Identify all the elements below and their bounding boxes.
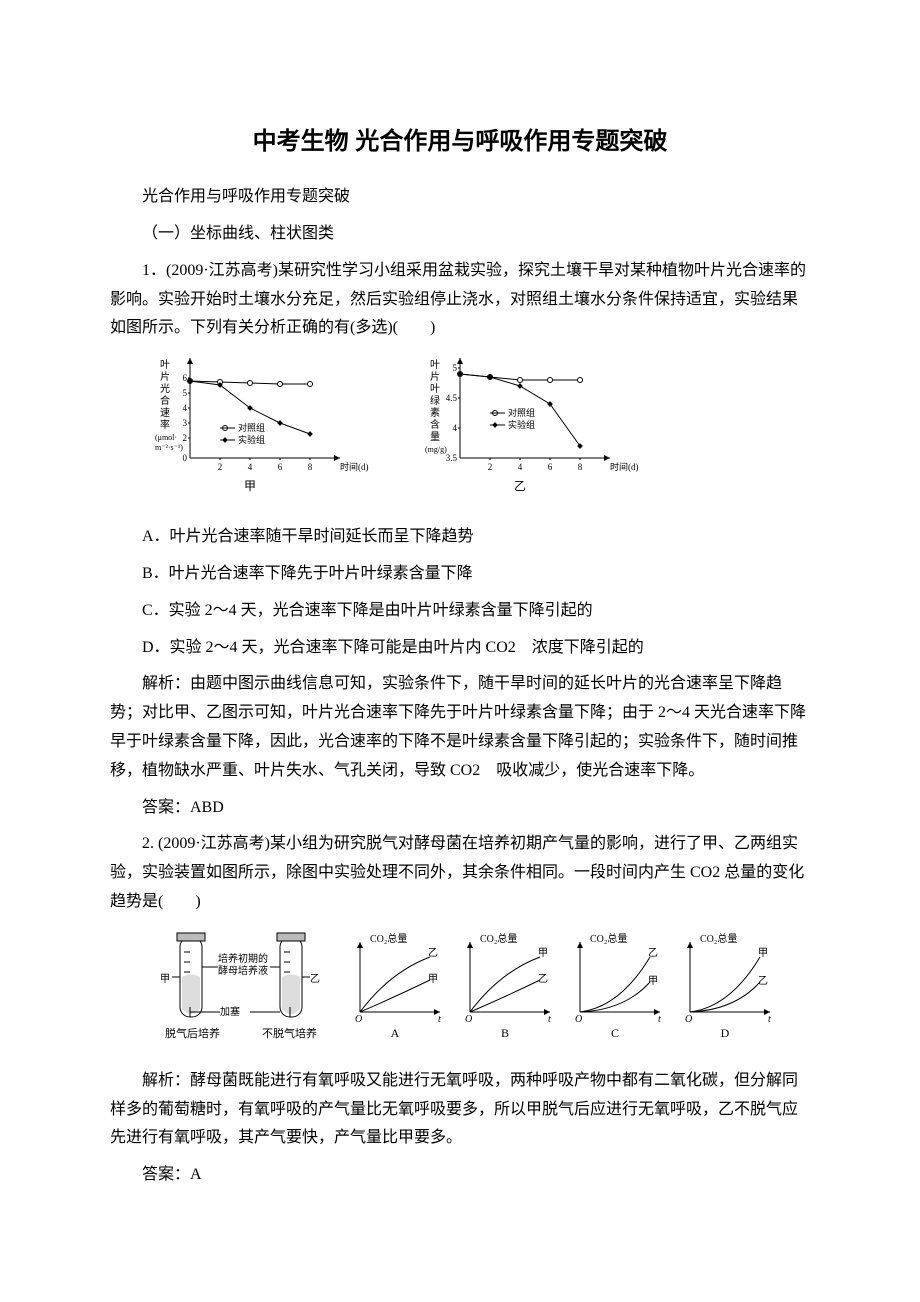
svg-text:乙: 乙 <box>428 947 438 959</box>
svg-text:酵母培养液: 酵母培养液 <box>218 964 268 977</box>
svg-text:素: 素 <box>430 406 440 419</box>
svg-text:培养初期的: 培养初期的 <box>218 952 268 965</box>
svg-text:4: 4 <box>453 423 458 433</box>
svg-text:乙: 乙 <box>310 973 320 985</box>
svg-text:O: O <box>355 1014 362 1025</box>
svg-text:4: 4 <box>248 462 253 472</box>
intro-text: 光合作用与呼吸作用专题突破 <box>110 183 810 212</box>
svg-text:甲: 甲 <box>538 948 548 959</box>
svg-text:叶: 叶 <box>430 359 440 371</box>
svg-text:B: B <box>501 1026 509 1040</box>
svg-text:绿: 绿 <box>430 394 440 407</box>
svg-text:CO₂总量: CO₂总量 <box>480 932 517 945</box>
svg-text:脱气后培养: 脱气后培养 <box>165 1026 220 1040</box>
svg-text:6: 6 <box>183 373 188 383</box>
svg-text:8: 8 <box>578 462 583 472</box>
svg-text:量: 量 <box>430 431 440 443</box>
q1-option-a: A．叶片光合速率随干旱时间延长而呈下降趋势 <box>110 523 810 552</box>
svg-text:甲: 甲 <box>160 974 170 985</box>
svg-text:(μmol·: (μmol· <box>155 433 177 442</box>
svg-text:片: 片 <box>430 370 440 383</box>
svg-text:2: 2 <box>218 462 223 472</box>
svg-text:乙: 乙 <box>758 975 768 987</box>
q1-figure: 叶 片 光 合 速 率 (μmol· m⁻²·s⁻¹) 0 2 3 4 5 6 … <box>150 353 810 513</box>
svg-text:O: O <box>685 1014 692 1025</box>
q2-explain: 解析：酵母菌既能进行有氧呼吸又能进行无氧呼吸，两种呼吸产物中都有二氧化碳，但分解… <box>110 1067 810 1153</box>
svg-text:加塞: 加塞 <box>220 1005 240 1018</box>
page-title: 中考生物 光合作用与呼吸作用专题突破 <box>110 120 810 163</box>
svg-text:C: C <box>611 1026 619 1040</box>
svg-text:6: 6 <box>278 462 283 472</box>
q1-explain: 解析：由题中图示曲线信息可知，实验条件下，随干旱时间的延长叶片的光合速率呈下降趋… <box>110 670 810 785</box>
svg-text:A: A <box>391 1026 400 1040</box>
q2-figure: 甲 乙 培养初期的 酵母培养液 加塞 脱气后培养 不脱气培养 CO₂总量 <box>150 927 810 1057</box>
svg-text:叶: 叶 <box>160 359 170 371</box>
svg-text:甲: 甲 <box>648 976 658 987</box>
svg-text:速: 速 <box>160 407 170 419</box>
svg-text:5: 5 <box>183 388 188 398</box>
svg-text:对照组: 对照组 <box>238 422 265 433</box>
q1-option-b: B．叶片光合速率下降先于叶片叶绿素含量下降 <box>110 560 810 589</box>
svg-text:8: 8 <box>308 462 313 472</box>
svg-text:时间(d): 时间(d) <box>610 461 639 472</box>
svg-text:CO₂总量: CO₂总量 <box>590 932 627 945</box>
svg-text:3.5: 3.5 <box>446 453 458 463</box>
svg-text:不脱气培养: 不脱气培养 <box>262 1026 317 1040</box>
svg-text:O: O <box>575 1014 582 1025</box>
svg-text:实验组: 实验组 <box>508 419 535 430</box>
svg-text:甲: 甲 <box>428 974 438 985</box>
svg-text:甲: 甲 <box>244 479 256 493</box>
q1-option-d: D．实验 2～4 天，光合速率下降可能是由叶片内 CO2 浓度下降引起的 <box>110 634 810 663</box>
svg-text:CO₂总量: CO₂总量 <box>700 932 737 945</box>
svg-text:合: 合 <box>160 394 170 407</box>
svg-text:CO₂总量: CO₂总量 <box>370 932 407 945</box>
svg-text:0: 0 <box>183 453 188 463</box>
svg-text:4: 4 <box>518 462 523 472</box>
svg-text:乙: 乙 <box>538 973 548 985</box>
svg-text:4.5: 4.5 <box>446 393 458 403</box>
svg-text:片: 片 <box>160 370 170 383</box>
q1-answer: 答案：ABD <box>110 794 810 823</box>
q2-answer: 答案：A <box>110 1161 810 1190</box>
svg-text:D: D <box>721 1026 730 1040</box>
svg-text:率: 率 <box>160 418 170 431</box>
svg-text:实验组: 实验组 <box>238 434 265 445</box>
svg-text:光: 光 <box>160 382 170 395</box>
svg-text:6: 6 <box>548 462 553 472</box>
svg-text:t: t <box>548 1014 551 1025</box>
svg-text:乙: 乙 <box>648 947 658 959</box>
svg-text:O: O <box>465 1014 472 1025</box>
svg-text:叶: 叶 <box>430 383 440 395</box>
q1-option-c: C．实验 2～4 天，光合速率下降是由叶片叶绿素含量下降引起的 <box>110 597 810 626</box>
svg-text:t: t <box>438 1014 441 1025</box>
q2-stem: 2. (2009·江苏高考)某小组为研究脱气对酵母菌在培养初期产气量的影响，进行… <box>110 830 810 916</box>
svg-text:3: 3 <box>183 418 188 428</box>
svg-text:2: 2 <box>183 433 188 443</box>
svg-text:含: 含 <box>430 418 440 431</box>
svg-text:t: t <box>768 1014 771 1025</box>
svg-text:甲: 甲 <box>758 948 768 959</box>
svg-text:m⁻²·s⁻¹): m⁻²·s⁻¹) <box>155 443 183 452</box>
svg-text:乙: 乙 <box>514 479 526 493</box>
svg-text:时间(d): 时间(d) <box>340 461 369 472</box>
section-heading: （一）坐标曲线、柱状图类 <box>110 220 810 249</box>
svg-text:4: 4 <box>183 403 188 413</box>
svg-text:(mg/g): (mg/g) <box>425 445 447 454</box>
svg-text:对照组: 对照组 <box>508 407 535 418</box>
q1-stem: 1．(2009·江苏高考)某研究性学习小组采用盆栽实验，探究土壤干旱对某种植物叶… <box>110 257 810 343</box>
svg-text:5: 5 <box>453 363 458 373</box>
svg-text:2: 2 <box>488 462 493 472</box>
svg-text:t: t <box>658 1014 661 1025</box>
